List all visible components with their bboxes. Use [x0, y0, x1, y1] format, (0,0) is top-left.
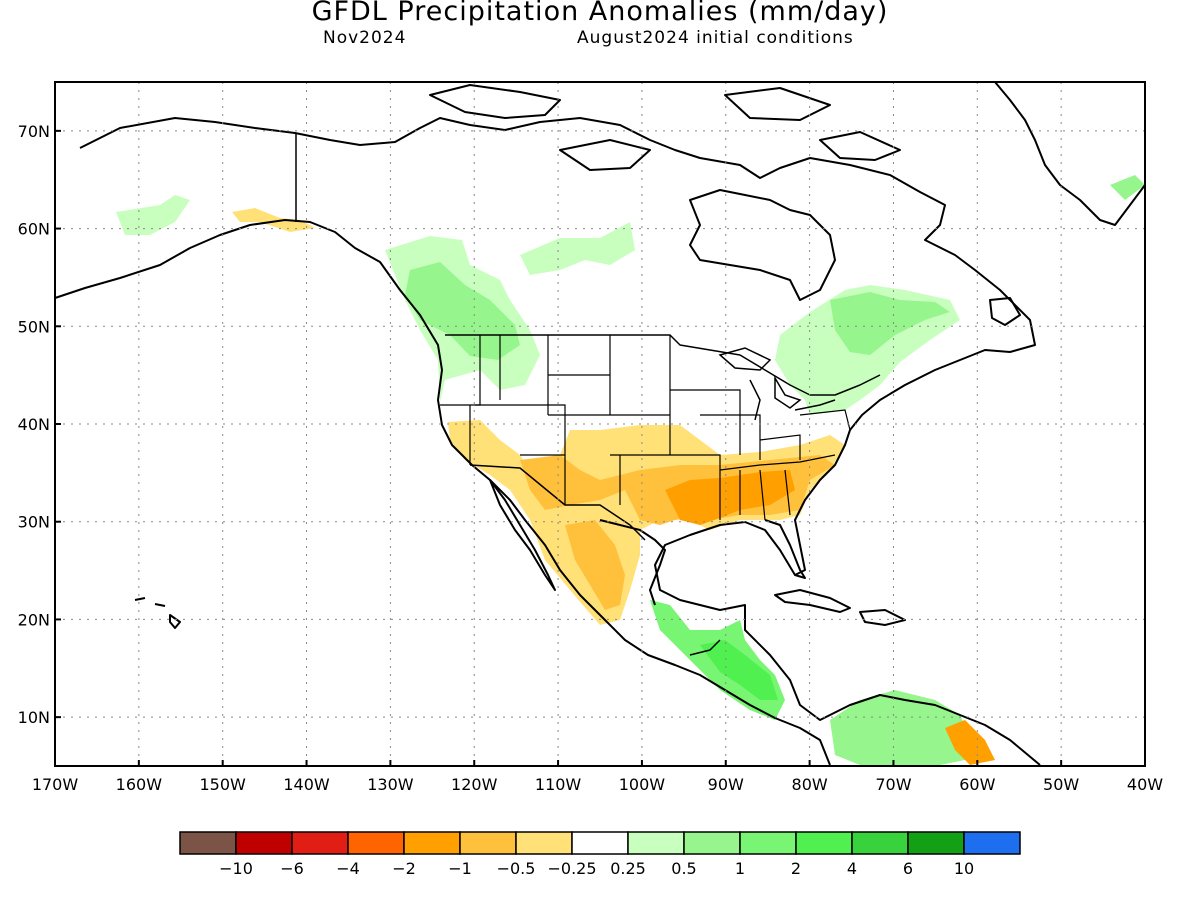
- lat-label: 70N: [18, 122, 50, 141]
- colorbar-label: −1: [448, 859, 472, 878]
- arctic-island-1: [429, 84, 561, 119]
- lon-label: 50W: [1043, 775, 1079, 794]
- baja-california: [489, 479, 556, 591]
- colorbar-swatch: [739, 831, 797, 855]
- colorbar-swatch: [347, 831, 405, 855]
- lon-label: 90W: [708, 775, 744, 794]
- colorbar-swatch: [627, 831, 685, 855]
- colorbar-swatch: [851, 831, 909, 855]
- colorbar-labels: −10 −6 −4 −2 −1 −0.5 −0.25 0.25 0.5 1 2 4 6 10: [219, 859, 974, 878]
- basemap: [54, 81, 1146, 766]
- colorbar-swatch: [179, 831, 237, 855]
- north-america-coastline: [79, 117, 1041, 766]
- greenland-wet: [1110, 175, 1145, 200]
- central-america-core: [700, 640, 778, 700]
- greenland-coast: [994, 81, 1146, 226]
- lon-label: 100W: [619, 775, 666, 794]
- lat-label: 30N: [18, 513, 50, 532]
- colorbar-label: 10: [954, 859, 974, 878]
- newfoundland: [989, 297, 1021, 326]
- colorbar-label: −0.5: [497, 859, 536, 878]
- lon-label: 130W: [367, 775, 414, 794]
- colorbar-label: 6: [903, 859, 913, 878]
- hawaii: [134, 597, 181, 629]
- colorbar-swatch: [403, 831, 461, 855]
- lon-label: 160W: [116, 775, 163, 794]
- lat-label: 40N: [18, 415, 50, 434]
- colorbar: [179, 831, 1021, 855]
- initial-conditions: August2024 initial conditions: [577, 28, 854, 48]
- colorbar-swatch: [291, 831, 349, 855]
- lat-label: 20N: [18, 610, 50, 629]
- venezuela-dry: [945, 720, 995, 765]
- arctic-island-2: [724, 87, 831, 121]
- colorbar-swatch: [571, 831, 629, 855]
- mexico-dry: [565, 520, 625, 610]
- southwest-dry: [448, 420, 845, 625]
- hudson-bay: [689, 189, 836, 301]
- anomaly-shading: [116, 175, 1145, 765]
- alaska-wet: [116, 195, 190, 235]
- colorbar-label: 1: [735, 859, 745, 878]
- lon-label: 120W: [451, 775, 498, 794]
- map-title: GFDL Precipitation Anomalies (mm/day): [311, 0, 889, 27]
- lon-label: 80W: [792, 775, 828, 794]
- colorbar-swatch: [515, 831, 573, 855]
- colorbar-swatch: [963, 831, 1021, 855]
- lon-label: 110W: [535, 775, 582, 794]
- lon-label: 40W: [1127, 775, 1163, 794]
- colorbar-label: 2: [791, 859, 801, 878]
- longitude-labels: 170W 160W 150W 140W 130W 120W 110W 100W 90W 80W 70…: [32, 760, 1163, 794]
- state-borders: [440, 335, 851, 521]
- cuba: [774, 589, 851, 613]
- colorbar-swatch: [235, 831, 293, 855]
- victoria-island: [559, 139, 651, 171]
- colorbar-swatch: [683, 831, 741, 855]
- quebec-wet: [830, 292, 950, 355]
- arctic-island-3: [819, 131, 901, 161]
- lat-label: 10N: [18, 708, 50, 727]
- colorbar-swatch: [459, 831, 517, 855]
- hispaniola: [859, 609, 906, 626]
- pacific-coastline: [54, 219, 831, 766]
- great-lakes: [718, 347, 836, 421]
- colorbar-label: −2: [392, 859, 416, 878]
- colorbar-swatch: [795, 831, 853, 855]
- colorbar-label: −4: [336, 859, 360, 878]
- colorbar-label: −6: [280, 859, 304, 878]
- colorbar-label: −0.25: [547, 859, 596, 878]
- gulf-of-mexico-coast: [599, 519, 666, 606]
- colorbar-label: 4: [847, 859, 857, 878]
- colorbar-label: 0.25: [610, 859, 646, 878]
- lon-label: 70W: [875, 775, 911, 794]
- colorbar-label: 0.5: [671, 859, 696, 878]
- hudson-bay-wet: [520, 222, 635, 275]
- lon-label: 170W: [32, 775, 79, 794]
- colorbar-label: −10: [219, 859, 253, 878]
- lat-label: 50N: [18, 317, 50, 336]
- us-mexico-border: [469, 464, 646, 541]
- alaska-dry: [232, 208, 315, 232]
- lon-label: 60W: [959, 775, 995, 794]
- latitude-labels: 10N 20N 30N 40N 50N 60N 70N: [18, 122, 61, 727]
- lon-label: 140W: [283, 775, 330, 794]
- us-canada-border: [445, 334, 881, 396]
- northern-south-america-wet: [830, 690, 970, 765]
- lat-lon-grid: [55, 82, 1145, 766]
- gulf-coast-dry: [665, 470, 795, 525]
- lat-label: 60N: [18, 220, 50, 239]
- florida: [764, 519, 806, 579]
- forecast-month: Nov2024: [323, 28, 407, 48]
- mexico-guatemala-border: [689, 639, 721, 656]
- lon-label: 150W: [200, 775, 247, 794]
- colorbar-swatch: [907, 831, 965, 855]
